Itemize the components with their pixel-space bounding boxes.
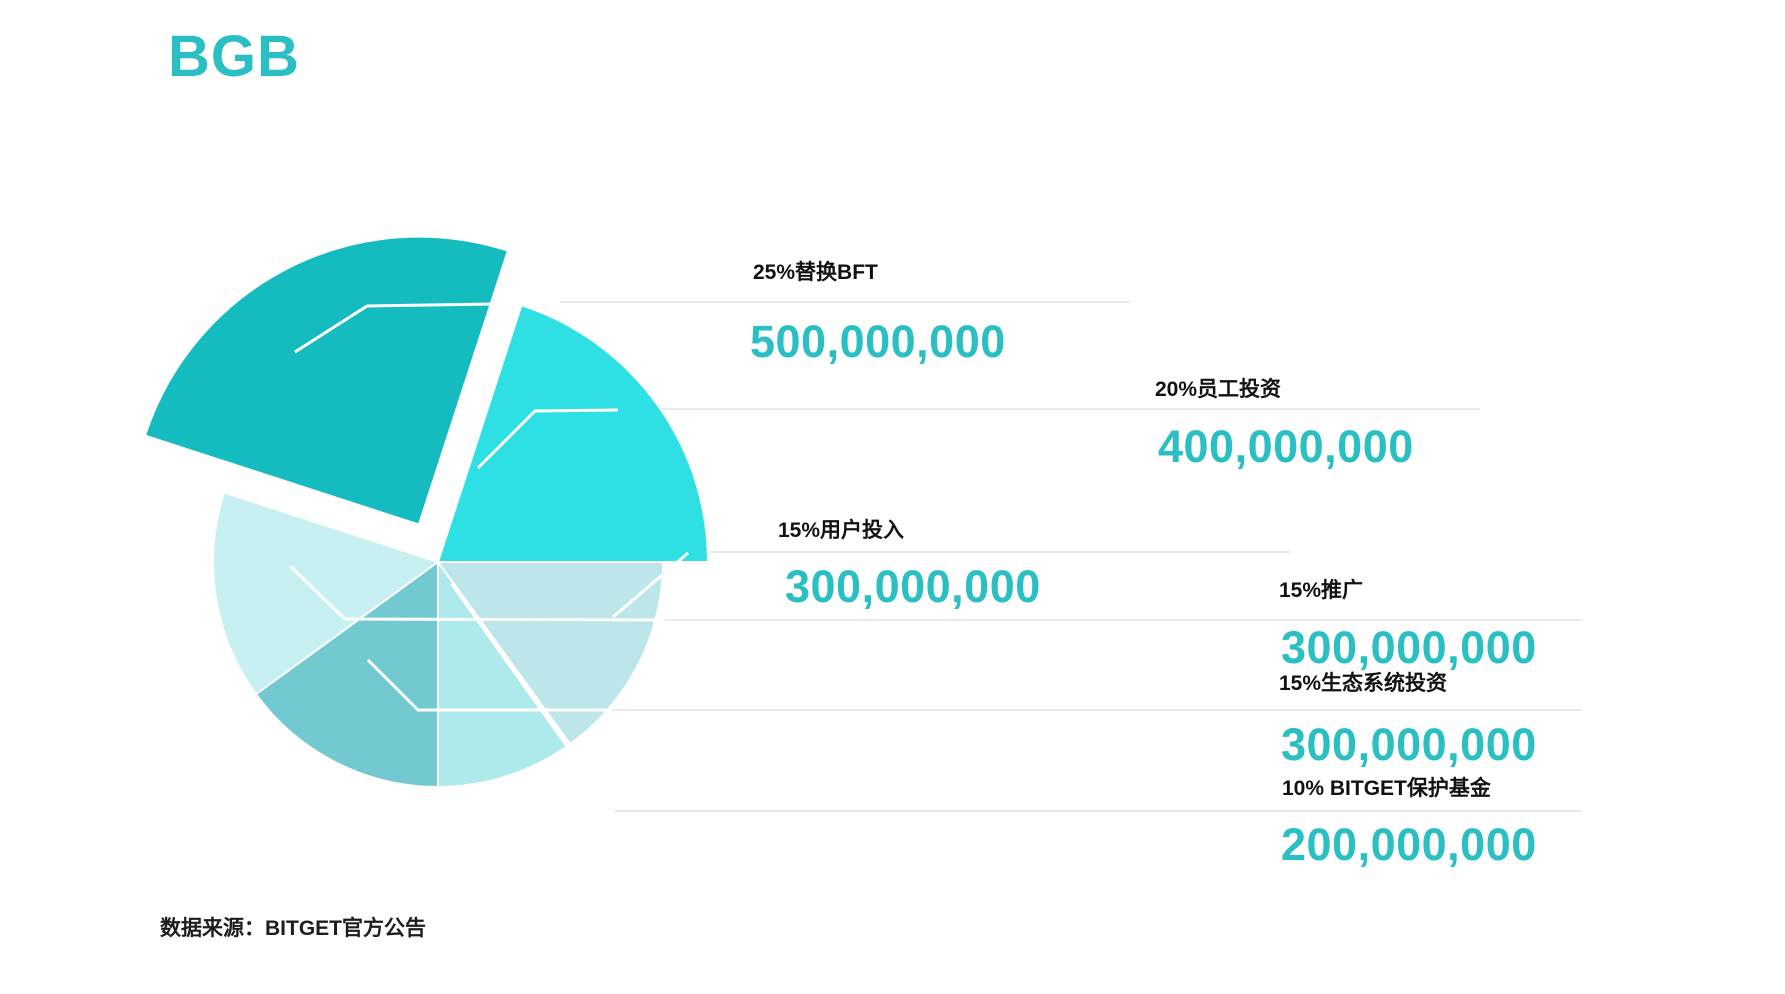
callout-label-slice: 20%员工投资: [1155, 378, 1282, 401]
pie-slice-替换BFT: [144, 235, 509, 526]
callout-value-slice: 400,000,000: [1158, 421, 1414, 472]
callout-label-slice: 25%替换BFT: [753, 261, 878, 284]
callout-value-slice: 500,000,000: [750, 316, 1006, 367]
callout-value-slice: 300,000,000: [1281, 719, 1537, 770]
pie-slice-员工投资: [437, 304, 709, 563]
callout-value-slice: 200,000,000: [1281, 819, 1537, 870]
callout-label-slice: 15%用户投入: [778, 519, 905, 542]
leader-line-BITGET保护基金: [450, 581, 616, 813]
leader-line-推广: [288, 564, 666, 622]
pie-slice-推广: [212, 491, 439, 696]
leader-line-生态系统投资: [366, 658, 612, 712]
leader-line-替换BFT: [294, 301, 561, 354]
callout-value-slice: 300,000,000: [785, 561, 1041, 612]
chart-title: BGB: [168, 24, 300, 89]
leader-line-用户投入: [612, 551, 689, 619]
callout-label-slice: 10% BITGET保护基金: [1282, 777, 1491, 800]
callout-label-slice: 15%生态系统投资: [1279, 672, 1448, 695]
leader-line-员工投资: [476, 408, 619, 470]
callout-value-slice: 300,000,000: [1281, 622, 1537, 673]
callout-label-slice: 15%推广: [1279, 579, 1364, 602]
source-note: 数据来源：BITGET官方公告: [160, 917, 426, 940]
pie-slice-用户投入: [437, 561, 664, 746]
